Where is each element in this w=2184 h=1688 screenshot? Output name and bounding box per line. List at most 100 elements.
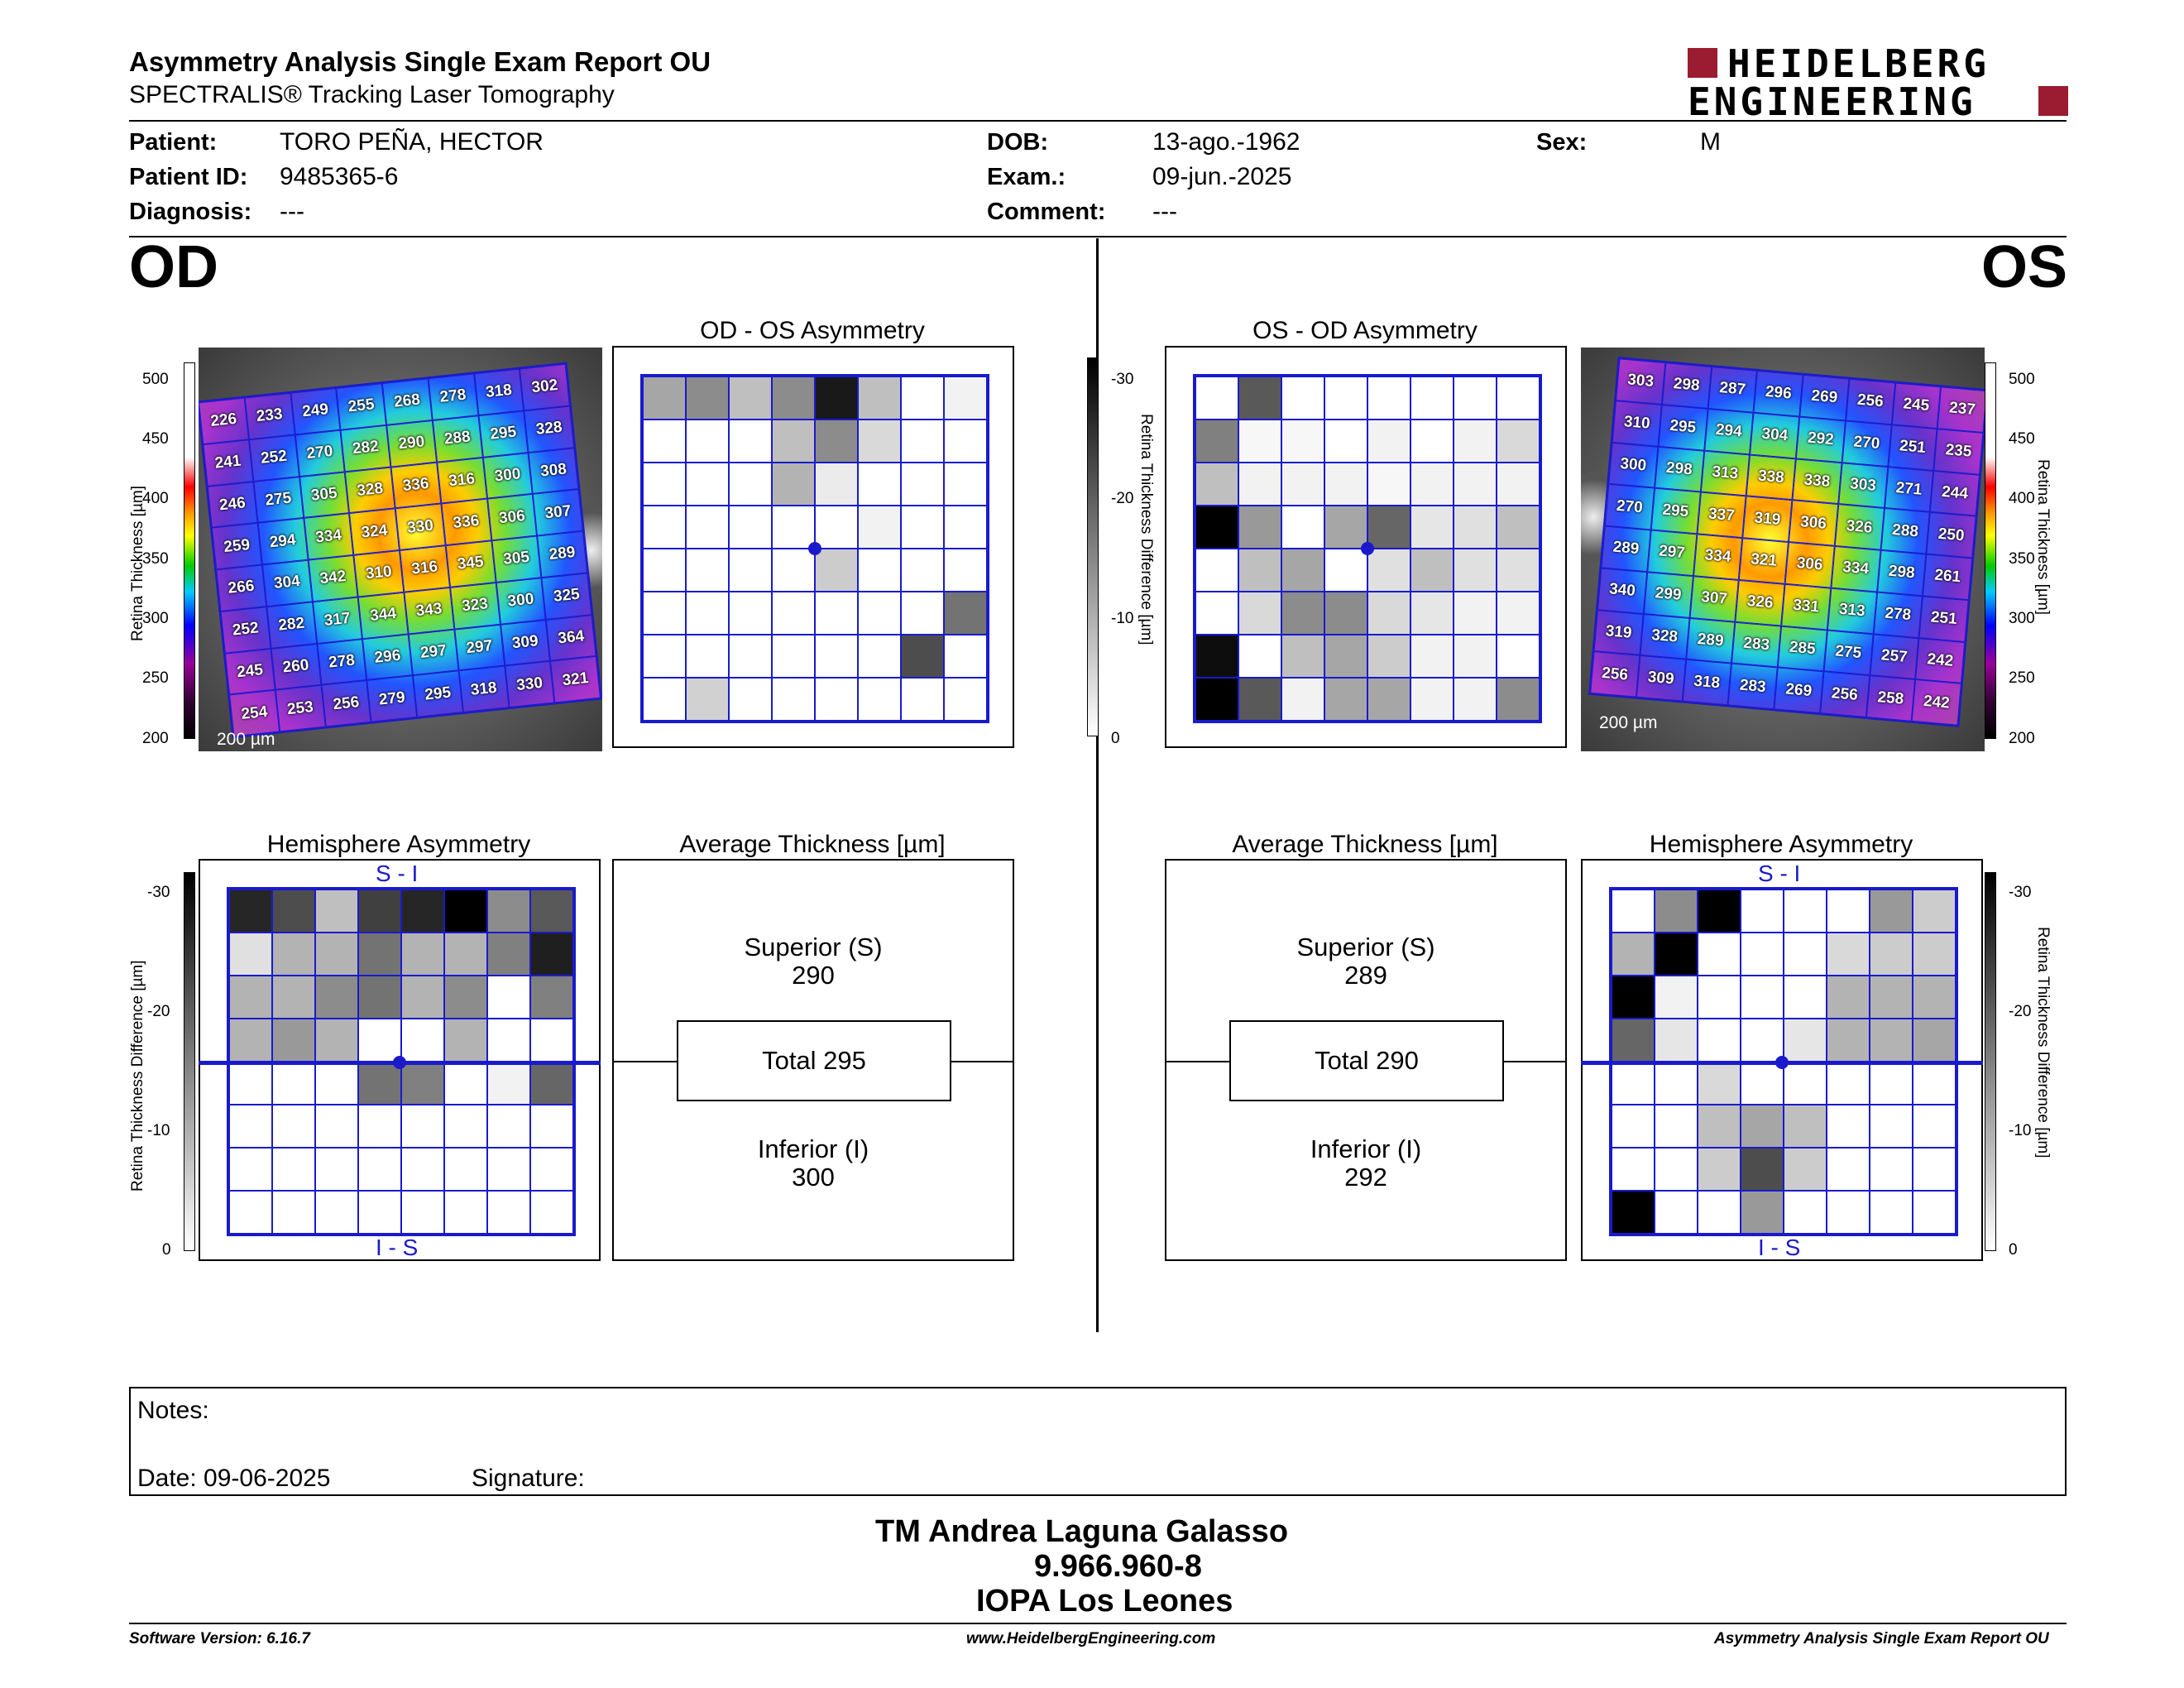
tick-label: -10 xyxy=(1111,610,1134,627)
difference-cell xyxy=(1655,1105,1698,1148)
s-i-label: S - I xyxy=(376,861,419,886)
difference-cell xyxy=(1784,1191,1827,1234)
signature-label: Signature: xyxy=(472,1465,585,1492)
difference-cell xyxy=(229,976,272,1019)
difference-cell xyxy=(444,1191,487,1234)
difference-cell xyxy=(1784,933,1827,976)
difference-cell xyxy=(1827,1148,1870,1191)
difference-cell xyxy=(729,420,772,463)
tick-label: 350 xyxy=(142,550,169,568)
thickness-cell: 325 xyxy=(541,573,592,620)
thickness-cell: 298 xyxy=(1654,446,1704,492)
thickness-cell: 319 xyxy=(1742,496,1793,542)
diagnosis-label: Diagnosis: xyxy=(129,199,252,225)
difference-cell xyxy=(1454,463,1497,506)
difference-cell xyxy=(1410,678,1454,721)
i-s-label: I - S xyxy=(376,1235,419,1260)
difference-cell xyxy=(858,549,901,592)
thickness-axis-label-os: Retina Thickness [µm] xyxy=(2034,459,2052,615)
difference-cell xyxy=(315,1019,358,1062)
website-link[interactable]: www.HeidelbergEngineering.com xyxy=(966,1630,1216,1647)
difference-cell xyxy=(1497,635,1540,678)
fovea-marker xyxy=(1775,1056,1789,1069)
difference-cell xyxy=(1367,678,1410,721)
difference-cell xyxy=(901,376,944,420)
thickness-cell: 260 xyxy=(271,643,322,690)
difference-cell xyxy=(1410,592,1454,635)
difference-cell xyxy=(1454,506,1497,549)
thickness-cell: 297 xyxy=(408,629,459,676)
difference-cell xyxy=(444,1062,487,1105)
thickness-cell: 289 xyxy=(1601,525,1651,572)
difference-cell xyxy=(1612,890,1655,933)
thickness-cell: 282 xyxy=(340,424,391,472)
difference-cell xyxy=(1410,506,1454,549)
difference-cell xyxy=(229,1105,272,1148)
thickness-cell: 255 xyxy=(336,383,387,430)
difference-cell xyxy=(444,1148,487,1191)
footer-report-name: Asymmetry Analysis Single Exam Report OU xyxy=(1714,1630,2049,1647)
thickness-cell: 250 xyxy=(1926,512,1976,559)
tick-label: -10 xyxy=(147,1122,170,1139)
difference-cell xyxy=(1195,592,1238,635)
difference-gray-scale-os xyxy=(1985,872,1996,1251)
difference-cell xyxy=(858,592,901,635)
thickness-cell: 305 xyxy=(491,535,542,583)
thickness-cell: 244 xyxy=(1930,470,1980,516)
thickness-grid-od: 226 233 249 255 268 278 318 302 241 252 270 282 290 2… xyxy=(199,362,602,739)
thickness-cell: 319 xyxy=(1593,609,1644,656)
difference-cell xyxy=(643,463,686,506)
difference-cell xyxy=(530,933,573,976)
tick-label: 0 xyxy=(2009,1241,2018,1259)
difference-cell xyxy=(1281,635,1324,678)
difference-cell xyxy=(858,376,901,420)
difference-cell xyxy=(1913,1148,1956,1191)
difference-cell xyxy=(815,635,858,678)
thickness-cell: 294 xyxy=(1703,408,1754,455)
signatory-org: IOPA Los Leones xyxy=(976,1584,1233,1618)
thickness-cell: 283 xyxy=(1731,621,1782,668)
difference-cell xyxy=(1612,1191,1655,1234)
difference-cell xyxy=(272,1148,315,1191)
patient-label: Patient: xyxy=(129,129,218,156)
thickness-cell: 226 xyxy=(199,397,249,444)
difference-cell xyxy=(1741,1191,1784,1234)
difference-cell xyxy=(1281,678,1324,721)
fundus-image-os: 303 298 287 296 269 256 245 237 310 295 294 304 292 2… xyxy=(1581,348,1985,751)
difference-cell xyxy=(1741,933,1784,976)
difference-cell xyxy=(1195,506,1238,549)
thickness-cell: 338 xyxy=(1792,458,1842,505)
difference-cell xyxy=(1612,976,1655,1019)
avg-thickness-panel-od: Superior (S) 290 Total 295 Inferior (I) … xyxy=(612,859,1014,1261)
thickness-cell: 317 xyxy=(312,597,363,644)
difference-cell xyxy=(1870,1105,1913,1148)
tick-label: 450 xyxy=(2009,430,2035,448)
thickness-cell: 296 xyxy=(362,633,413,681)
superior-value: 289 xyxy=(1344,961,1387,990)
thickness-cell: 316 xyxy=(400,545,450,592)
thickness-cell: 289 xyxy=(1685,617,1736,664)
difference-cell xyxy=(1612,933,1655,976)
difference-cell xyxy=(1324,592,1367,635)
difference-cell xyxy=(444,1105,487,1148)
thickness-cell: 256 xyxy=(1819,671,1870,717)
difference-cell xyxy=(944,635,987,678)
difference-cell xyxy=(1410,420,1454,463)
difference-cell xyxy=(1870,1191,1913,1234)
hemisphere-grid-os xyxy=(1609,887,1958,1236)
tick-label: 300 xyxy=(2009,610,2035,627)
thickness-cell: 306 xyxy=(1784,542,1835,588)
inferior-label: Inferior (I) xyxy=(757,1134,869,1163)
eye-label-os: OS xyxy=(1981,234,2068,300)
difference-cell xyxy=(729,506,772,549)
difference-cell xyxy=(1870,1062,1913,1105)
difference-cell xyxy=(487,1105,530,1148)
difference-cell xyxy=(1238,376,1281,420)
thickness-cell: 337 xyxy=(1696,492,1746,539)
difference-cell xyxy=(772,376,815,420)
inferior-label: Inferior (I) xyxy=(1310,1134,1422,1163)
difference-cell xyxy=(530,1019,573,1062)
difference-cell xyxy=(229,1191,272,1234)
thickness-cell: 295 xyxy=(1658,404,1708,451)
difference-cell xyxy=(1827,1105,1870,1148)
